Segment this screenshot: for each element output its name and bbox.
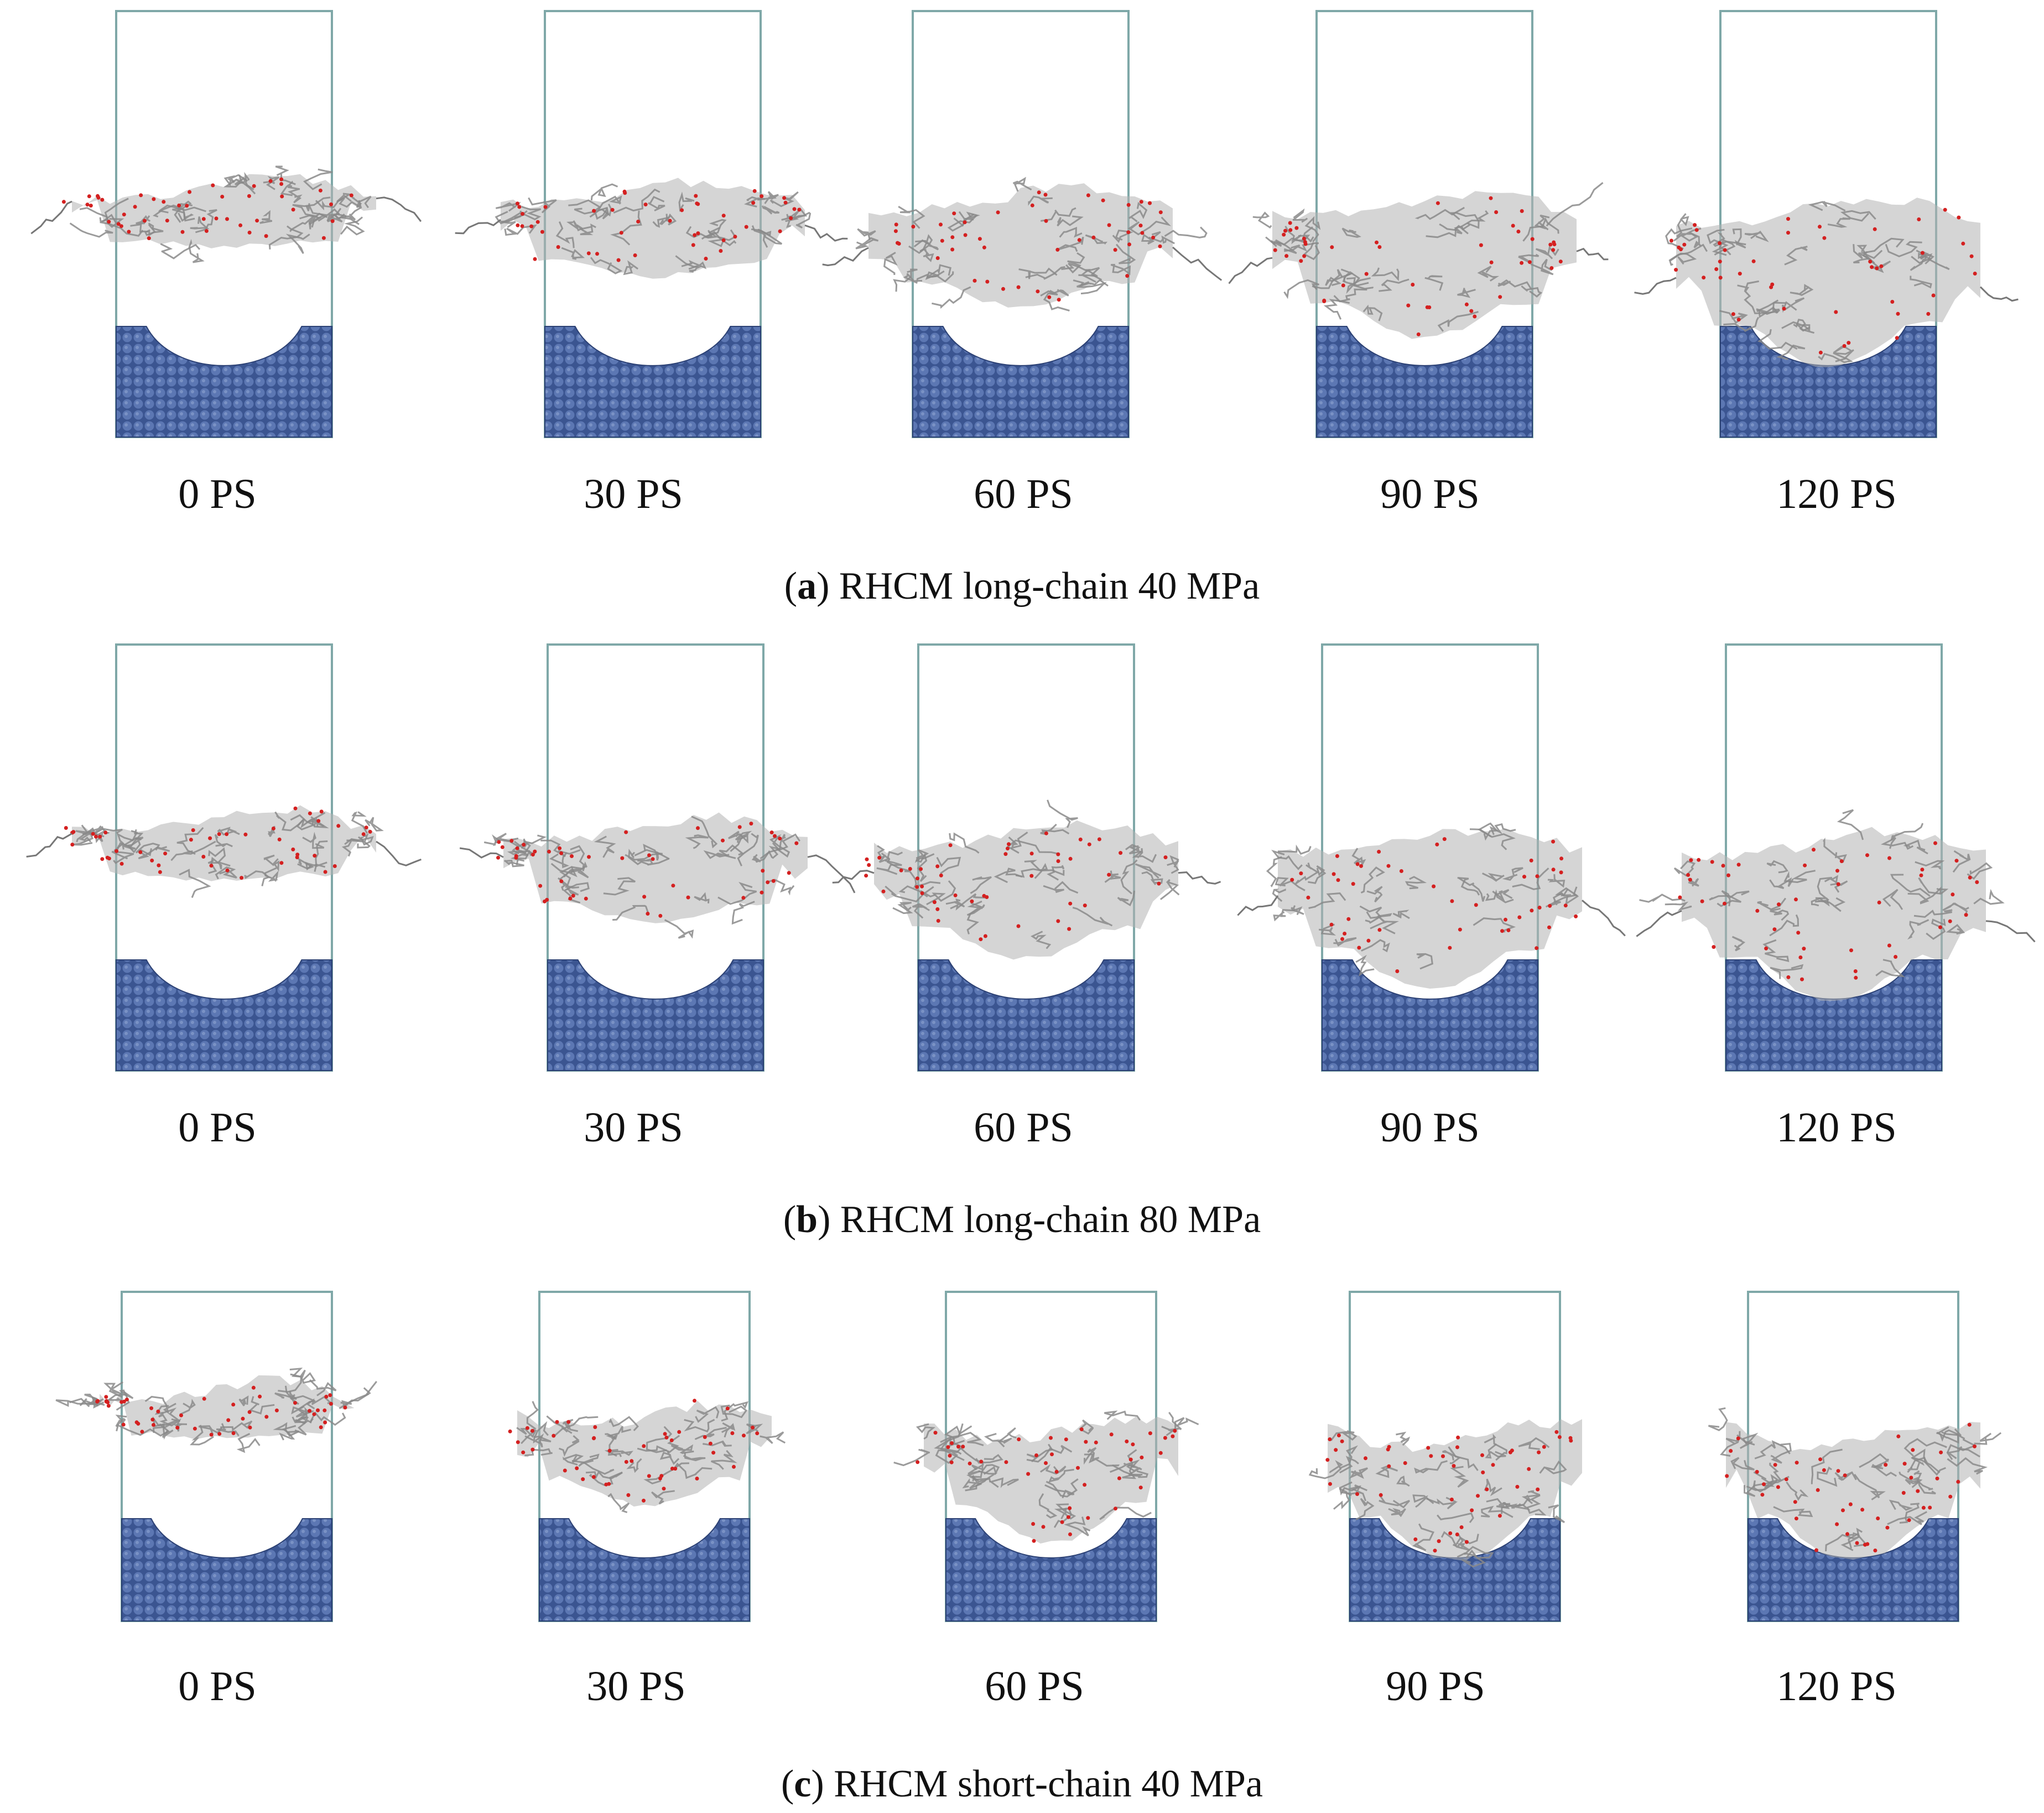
polymer-chains [1228, 182, 1609, 336]
substrate [544, 326, 761, 438]
polymer-chains [30, 165, 422, 263]
caption-text-b: RHCM long-chain 80 MPa [840, 1198, 1261, 1241]
time-label-b-3: 90 PS [1380, 1104, 1480, 1151]
snapshot-c-4 [1708, 1291, 2002, 1622]
time-label-a-3: 90 PS [1380, 471, 1480, 517]
caption-letter-b: b [796, 1198, 818, 1241]
caption-a: (a) RHCM long-chain 40 MPa [784, 565, 1260, 607]
snapshot-a-3 [1228, 10, 1609, 438]
snapshot-b-2 [832, 643, 1221, 1072]
caption-b: (b) RHCM long-chain 80 MPa [783, 1198, 1261, 1241]
polymer-chains [822, 176, 1223, 311]
substrate [547, 959, 764, 1071]
time-label-c-0: 0 PS [178, 1663, 257, 1710]
time-label-a-4: 120 PS [1776, 471, 1897, 517]
snapshot-a-4 [1634, 10, 2019, 438]
time-label-b-1: 30 PS [584, 1104, 683, 1151]
polymer-melt [503, 812, 808, 923]
substrate [1322, 959, 1538, 1071]
snapshot-a-2 [822, 10, 1223, 438]
time-label-a-1: 30 PS [584, 471, 683, 517]
time-label-c-3: 90 PS [1386, 1663, 1485, 1710]
polymer-chains [508, 1399, 786, 1514]
snapshot-c-3 [1308, 1291, 1582, 1622]
polymer-chains [1708, 1407, 2002, 1552]
substrate [116, 959, 332, 1071]
polymer-melt [874, 820, 1178, 960]
polymer-melt [1278, 828, 1582, 989]
snapshot-c-1 [508, 1291, 786, 1622]
time-label-c-1: 30 PS [586, 1663, 686, 1710]
polymer-chains [832, 799, 1221, 949]
snapshot-b-1 [459, 643, 856, 1072]
time-label-a-0: 0 PS [178, 471, 257, 517]
polymer-chains [1634, 201, 2019, 363]
caption-letter-c: c [794, 1763, 812, 1805]
substrate [945, 1518, 1157, 1622]
polymer-melt [517, 1400, 772, 1507]
polymer-melt [1328, 1419, 1582, 1561]
polymer-chains [26, 806, 422, 898]
substrate [121, 1518, 332, 1622]
substrate [918, 959, 1135, 1071]
polymer-chains [55, 1367, 377, 1453]
snapshot-b-0 [26, 643, 422, 1072]
polymer-melt [501, 178, 805, 279]
polymer-chains [459, 815, 856, 939]
polymer-chains [893, 1410, 1199, 1543]
snapshot-b-4 [1636, 643, 2036, 1072]
polymer-melt [1676, 198, 1980, 367]
polymer-melt [72, 174, 376, 248]
time-label-b-0: 0 PS [178, 1104, 257, 1151]
polymer-chains [455, 183, 848, 276]
time-label-c-4: 120 PS [1776, 1663, 1897, 1710]
time-label-b-4: 120 PS [1776, 1104, 1897, 1151]
snapshot-a-0 [30, 10, 422, 438]
caption-c: (c) RHCM short-chain 40 MPa [781, 1763, 1263, 1805]
time-label-c-2: 60 PS [985, 1663, 1084, 1710]
snapshot-c-2 [893, 1291, 1199, 1622]
polymer-chains [1237, 822, 1626, 976]
polymer-chains [1308, 1430, 1573, 1568]
time-label-a-2: 60 PS [974, 471, 1073, 517]
substrate [116, 326, 332, 438]
polymer-melt [1682, 827, 1986, 1001]
caption-text-a: RHCM long-chain 40 MPa [839, 565, 1260, 607]
substrate [539, 1518, 750, 1622]
polymer-chains [1636, 809, 2036, 981]
polymer-melt [1726, 1422, 1980, 1560]
snapshot-c-0 [55, 1291, 377, 1622]
caption-letter-a: a [797, 565, 817, 607]
polymer-melt [868, 183, 1173, 308]
time-label-b-2: 60 PS [974, 1104, 1073, 1151]
substrate [1316, 326, 1533, 438]
caption-text-c: RHCM short-chain 40 MPa [834, 1763, 1263, 1805]
snapshot-a-1 [455, 10, 848, 438]
substrate [912, 326, 1129, 438]
snapshot-b-3 [1237, 643, 1626, 1072]
